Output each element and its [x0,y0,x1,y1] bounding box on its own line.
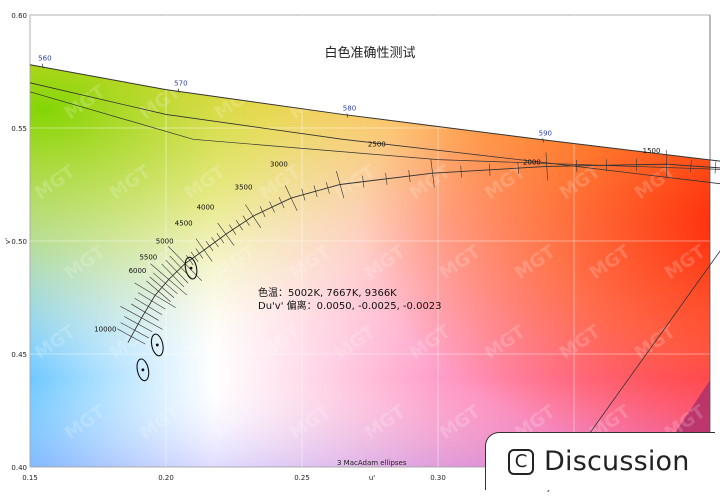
x-tick-label: 0.15 [22,474,38,482]
cct-label: 5500 [139,253,157,261]
cct-label: 3500 [235,183,253,191]
y-tick-label: 0.60 [11,12,27,20]
cct-label: 4000 [197,204,215,212]
watermark-text: MGT [481,1,530,44]
copyright-c-icon: C [508,449,534,475]
cct-label: 5000 [156,238,174,246]
watermark-text: MGT [661,81,710,124]
x-axis-label: u' [369,474,375,482]
chart-title: 白色准确性测试 [324,45,415,61]
cct-label: 2000 [523,158,541,166]
wavelength-label: 590 [539,129,552,137]
cct-label: 2500 [368,140,386,148]
watermark-text: MGT [631,1,680,44]
watermark-text: MGT [436,81,485,124]
y-tick-label: 0.45 [11,351,27,359]
measured-point [190,267,193,270]
isotherm-tick [715,162,716,174]
discussion-label: Discussion [544,446,690,477]
gamut-background: MGT MGT MGT MGT MGT MGT MGT MGT MGT MGT MGT MGT MGT M… [30,1,720,492]
watermark-text: MGT [556,1,605,44]
wavelength-label: 570 [174,80,187,88]
x-tick-label: 0.30 [430,474,446,482]
y-tick-label: 0.40 [11,464,27,472]
x-tick-label: 0.25 [294,474,310,482]
watermark-text: MGT [31,1,80,44]
cct-label: 10000 [94,326,116,334]
watermark-text: MGT [331,1,380,44]
wavelength-label: 580 [343,104,356,112]
y-tick-label: 0.55 [11,125,27,133]
cct-annotation: 色温：5002K, 7667K, 9366K [258,286,397,299]
watermark-text: MGT [256,1,305,44]
cct-label: 6000 [129,267,147,275]
watermark-text: MGT [181,1,230,44]
cct-label: 4500 [175,219,193,227]
measured-point [141,368,144,371]
wavelength-label: 560 [38,55,51,63]
x-tick-label: 0.20 [158,474,174,482]
watermark-text: MGT [406,1,455,44]
cct-label: 3000 [270,161,288,169]
ellipse-note: 3 MacAdam ellipses [337,459,407,467]
watermark-text: MGT [586,81,635,124]
cct-label: 1500 [643,147,661,155]
watermark-text: MGT [706,1,720,44]
watermark-text: MGT [106,1,155,44]
duv-annotation: Du'v' 偏离：0.0050, -0.0025, -0.0023 [258,299,442,312]
watermark-text: MGT [511,81,560,124]
y-tick-label: 0.50 [11,238,27,246]
discussion-button[interactable]: C Discussion [485,432,715,490]
measured-point [156,344,159,347]
y-axis-label: v' [4,238,12,244]
